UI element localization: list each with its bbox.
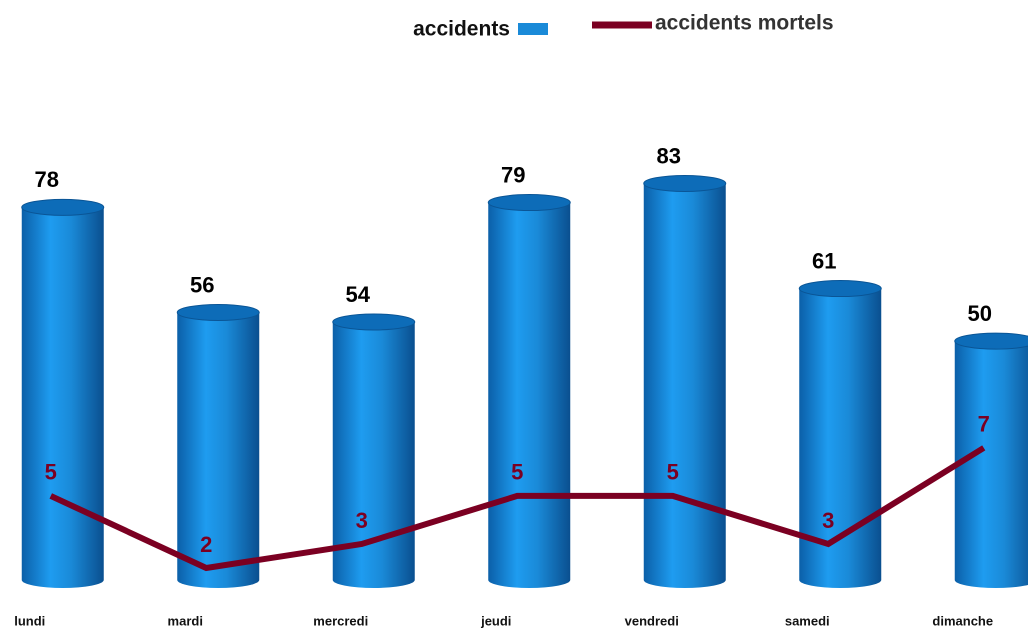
x-tick-label: dimanche [932,613,993,628]
data-label: 2 [200,532,212,557]
data-label: 5 [667,460,679,485]
x-tick-label: lundi [14,613,45,628]
data-label: 50 [968,301,992,326]
data-label: 78 [35,167,59,192]
data-label: 5 [511,460,523,485]
bar [177,312,260,588]
data-label: 56 [190,272,214,297]
data-label: 79 [501,162,525,187]
bar [488,202,571,589]
bar [799,288,882,588]
legend-label: accidents [413,18,510,41]
bar-top [21,198,105,216]
legend-swatch [518,23,548,35]
bar-top [798,280,882,298]
x-tick-label: mardi [168,613,203,628]
x-tick-label: vendredi [625,613,679,628]
legend-label: accidents mortels [655,12,834,35]
x-tick-label: jeudi [480,613,511,628]
line [49,445,986,572]
bar-top [332,313,416,331]
bar-top [176,303,260,321]
data-label: 54 [346,282,371,307]
data-label: 3 [822,508,834,533]
x-tick-label: samedi [785,613,830,628]
bar-top [487,194,571,212]
data-label: 83 [657,143,681,168]
data-label: 3 [356,508,368,533]
data-label: 5 [45,460,57,485]
data-label: 61 [812,248,836,273]
bar [332,322,415,588]
bar [954,341,1028,588]
x-tick-label: mercredi [313,613,368,628]
bar [21,207,104,589]
bar [643,183,726,588]
legend: accidents accidents mortels [413,12,833,41]
bar-top [954,332,1028,350]
bar-top [643,174,727,192]
data-label: 7 [978,412,990,437]
